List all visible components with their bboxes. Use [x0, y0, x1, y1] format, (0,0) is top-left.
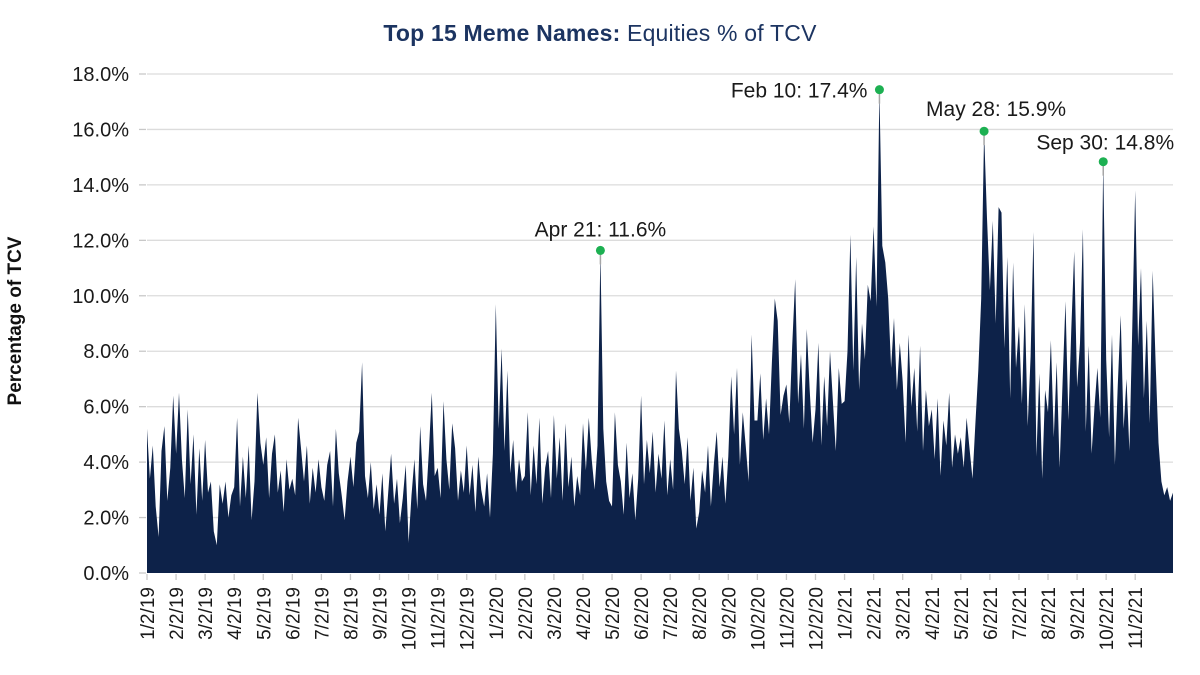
x-tick-label: 7/2/21 [1010, 587, 1031, 640]
x-tick-label: 10/2/20 [748, 587, 769, 650]
y-tick-label: 14.0% [72, 175, 129, 197]
x-tick-label: 11/2/20 [777, 587, 798, 649]
y-tick-label: 2.0% [83, 508, 129, 530]
x-tick-label: 11/2/21 [1126, 587, 1147, 649]
peak-marker-dot [1098, 157, 1108, 167]
x-tick-label: 6/2/21 [981, 587, 1002, 640]
x-tick-label: 12/2/20 [806, 587, 827, 650]
x-tick-label: 3/2/21 [894, 587, 915, 640]
peak-annotation-label: Sep 30: 14.8% [1036, 132, 1174, 155]
x-tick-label: 12/2/19 [458, 587, 479, 650]
title-bold-part: Top 15 Meme Names: [383, 20, 621, 46]
x-tick-label: 10/2/19 [400, 587, 421, 650]
x-tick-label: 1/2/20 [487, 587, 508, 640]
y-tick-label: 0.0% [83, 563, 129, 585]
x-tick-label: 5/2/20 [603, 587, 624, 640]
x-tick-label: 10/2/21 [1097, 587, 1118, 650]
x-tick-label: 1/2/19 [138, 587, 159, 640]
peak-annotation-label: Feb 10: 17.4% [731, 80, 868, 103]
y-tick-label: 8.0% [83, 341, 129, 363]
y-tick-label: 6.0% [83, 397, 129, 419]
x-tick-label: 4/2/20 [574, 587, 595, 640]
x-tick-label: 7/2/20 [661, 587, 682, 640]
peak-annotation-label: May 28: 15.9% [926, 98, 1066, 121]
title-regular-part: Equities % of TCV [620, 20, 817, 46]
peak-marker-dot [874, 85, 884, 95]
x-tick-label: 9/2/21 [1068, 587, 1089, 640]
x-tick-label: 6/2/20 [632, 587, 653, 640]
x-tick-label: 3/2/19 [196, 587, 217, 640]
x-tick-label: 9/2/20 [719, 587, 740, 640]
x-tick-label: 5/2/21 [952, 587, 973, 640]
x-tick-label: 2/2/20 [516, 587, 537, 640]
x-tick-label: 9/2/19 [371, 587, 392, 640]
y-tick-label: 10.0% [72, 286, 129, 308]
y-tick-label: 18.0% [72, 64, 129, 86]
x-tick-label: 4/2/19 [225, 587, 246, 640]
x-tick-label: 1/2/21 [836, 587, 857, 640]
series-area [147, 90, 1173, 573]
x-tick-label: 11/2/19 [429, 587, 450, 649]
x-tick-label: 8/2/19 [341, 587, 362, 640]
x-tick-label: 2/2/21 [865, 587, 886, 640]
x-tick-label: 7/2/19 [312, 587, 333, 640]
x-tick-label: 4/2/21 [923, 587, 944, 640]
peak-marker-dot [595, 245, 605, 255]
x-tick-label: 6/2/19 [283, 587, 304, 640]
x-tick-label: 2/2/19 [167, 587, 188, 640]
x-tick-label: 8/2/21 [1039, 587, 1060, 640]
x-tick-label: 5/2/19 [254, 587, 275, 640]
y-tick-label: 12.0% [72, 230, 129, 252]
page-title: Top 15 Meme Names: Equities % of TCV [0, 20, 1200, 47]
peak-marker-dot [979, 126, 989, 136]
x-tick-label: 8/2/20 [690, 587, 711, 640]
y-tick-label: 16.0% [72, 119, 129, 141]
x-tick-label: 3/2/20 [545, 587, 566, 640]
peak-annotation-label: Apr 21: 11.6% [535, 218, 667, 241]
y-tick-label: 4.0% [83, 452, 129, 474]
y-axis-title: Percentage of TCV [5, 236, 26, 406]
